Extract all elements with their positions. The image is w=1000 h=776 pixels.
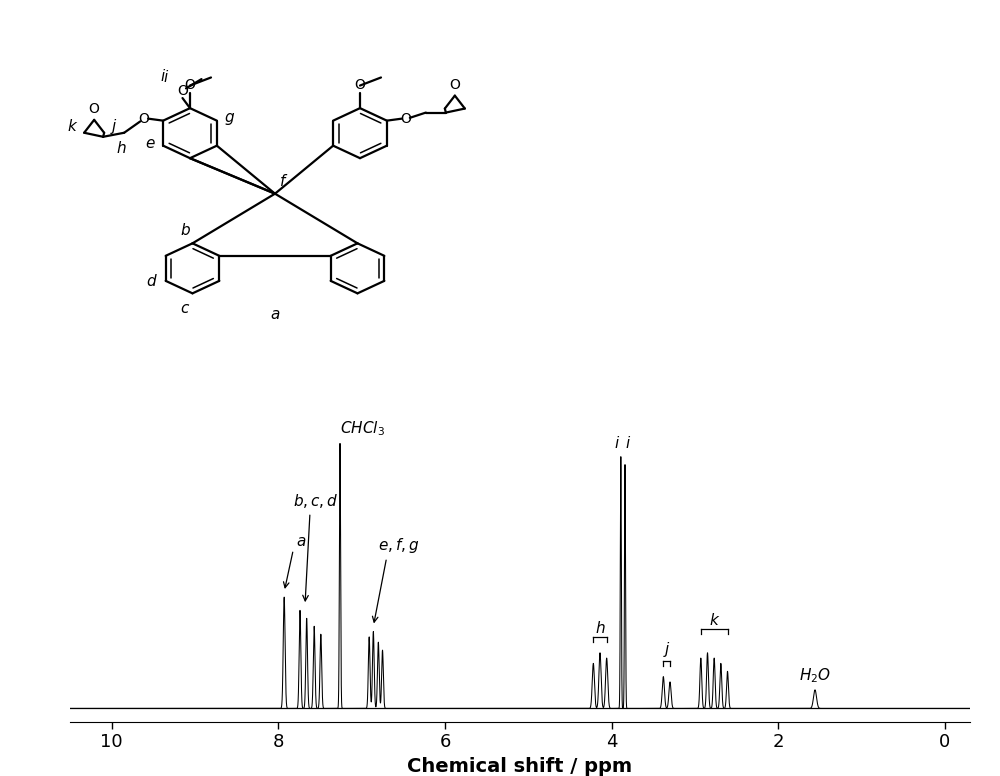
Text: $h$: $h$ <box>595 619 605 636</box>
Text: O: O <box>139 112 150 126</box>
Text: $j$: $j$ <box>663 640 671 660</box>
Text: $a$: $a$ <box>270 307 280 323</box>
Text: O: O <box>449 78 460 92</box>
Text: O: O <box>177 84 188 99</box>
X-axis label: Chemical shift / ppm: Chemical shift / ppm <box>407 757 633 776</box>
Text: $e$: $e$ <box>145 136 156 151</box>
Text: O: O <box>89 102 100 116</box>
Text: $i$: $i$ <box>614 435 620 452</box>
Text: $d$: $d$ <box>146 273 158 289</box>
Text: $c$: $c$ <box>180 300 190 316</box>
Text: $e,f,g$: $e,f,g$ <box>378 535 420 555</box>
Text: $i$: $i$ <box>160 68 167 84</box>
Text: $CHCl_3$: $CHCl_3$ <box>340 420 385 438</box>
Text: $j$: $j$ <box>110 117 118 136</box>
Text: $i$: $i$ <box>625 435 632 452</box>
Text: O: O <box>400 112 411 126</box>
Text: $g$: $g$ <box>224 111 235 126</box>
Text: $k$: $k$ <box>67 118 78 134</box>
Text: O: O <box>185 78 195 92</box>
Text: $H_2O$: $H_2O$ <box>799 666 831 684</box>
Text: $f$: $f$ <box>279 173 288 189</box>
Text: $a$: $a$ <box>296 535 307 549</box>
Text: $k$: $k$ <box>709 611 720 628</box>
Text: $b,c,d$: $b,c,d$ <box>293 492 339 510</box>
Text: $b$: $b$ <box>180 223 190 238</box>
Text: $h$: $h$ <box>116 140 127 156</box>
Text: O: O <box>355 78 365 92</box>
Text: $i$: $i$ <box>163 70 169 85</box>
